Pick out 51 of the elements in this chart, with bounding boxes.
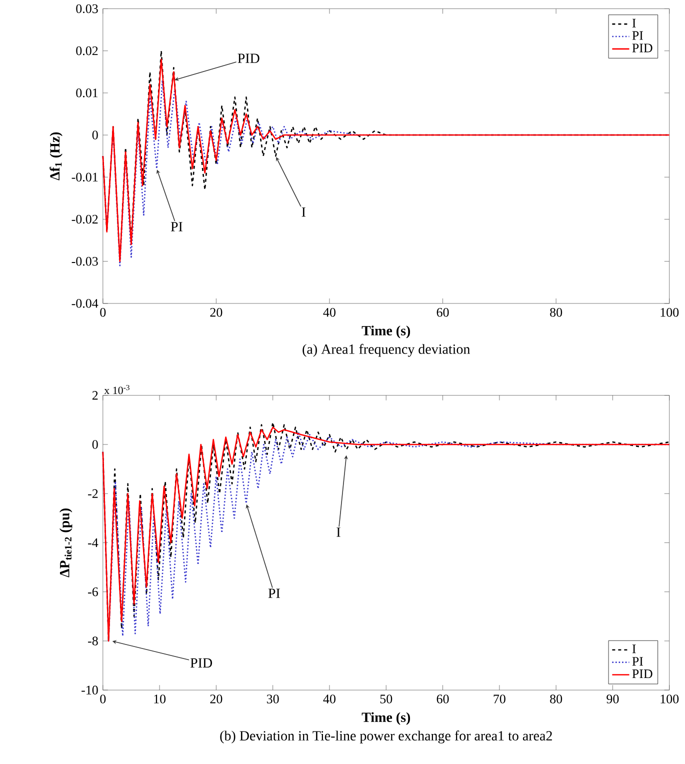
legend-label: PID [632, 44, 652, 52]
y-tick-label: 0.02 [76, 46, 98, 56]
y-tick-label: 0.01 [76, 88, 98, 98]
y-tick-label: 0.03 [76, 4, 98, 14]
x-tick-label: 100 [660, 308, 678, 317]
y-tick-label: -0.04 [72, 299, 98, 308]
legend-label: I [632, 644, 636, 654]
x-tick-label: 40 [323, 694, 336, 704]
x-axis-title: Time (s) [362, 326, 410, 338]
x-tick-label: 100 [660, 694, 678, 704]
y-tick-label: -6 [88, 587, 98, 596]
legend-label: PID [632, 670, 652, 678]
x-tick-label: 0 [100, 694, 106, 704]
y-tick-label: -0.03 [72, 256, 98, 266]
legend-label: PI [632, 31, 643, 40]
x-axis-title: Time (s) [362, 712, 410, 725]
x-tick-label: 40 [323, 308, 336, 317]
text: x 10$^{-3}$ [104, 384, 130, 394]
annotation: PID [238, 54, 260, 63]
x-tick-label: 50 [380, 694, 392, 704]
y-tick-label: 0 [92, 130, 98, 140]
annotation: PI [170, 222, 182, 232]
x-tick-label: 60 [436, 694, 449, 704]
legend-label: I [632, 18, 636, 28]
x-tick-label: 60 [436, 308, 449, 317]
text: (a) Area1 frequency deviation [302, 344, 470, 357]
annotation: I [336, 528, 340, 537]
x-tick-label: 70 [494, 694, 506, 704]
x-tick-label: 0 [100, 308, 106, 317]
x-tick-label: 20 [210, 694, 222, 704]
x-tick-label: 20 [210, 308, 222, 317]
annotation: PI [268, 588, 280, 598]
x-tick-label: 10 [154, 694, 166, 704]
y-tick-label: 0 [92, 440, 98, 449]
x-tick-label: 90 [606, 694, 619, 704]
y-tick-label: 2 [92, 391, 98, 400]
y-tick-label: -0.01 [72, 172, 98, 182]
x-tick-label: 80 [550, 308, 562, 317]
y-tick-label: -10 [81, 686, 98, 694]
y-axis-title: ΔP$_{tie1-2}$ (pu) [59, 508, 72, 578]
y-axis-title: Δf$_{1}$ (Hz) [49, 132, 62, 180]
x-tick-label: 80 [550, 694, 562, 704]
legend-label: PI [632, 657, 643, 666]
x-tick-label: 30 [266, 694, 279, 704]
y-tick-label: -4 [88, 538, 98, 547]
annotation: PID [190, 658, 212, 668]
text: (b) Deviation in Tie-line power exchange for area1 to area2 [220, 730, 552, 744]
y-tick-label: -2 [88, 489, 98, 498]
y-tick-label: -8 [88, 636, 98, 646]
annotation: I [302, 207, 306, 217]
y-tick-label: -0.02 [72, 214, 98, 224]
